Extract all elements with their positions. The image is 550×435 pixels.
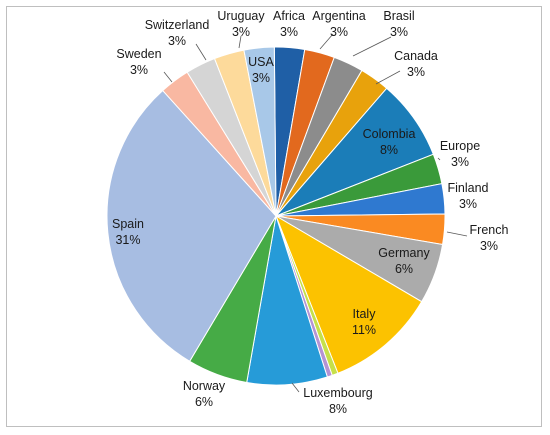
- leader-line-switzerland: [195, 43, 207, 61]
- slice-name-colombia: Colombia: [363, 127, 416, 141]
- leader-line-sweden: [163, 71, 173, 83]
- slice-name-africa: Africa: [273, 9, 305, 23]
- slice-name-germany: Germany: [378, 246, 430, 260]
- slice-labels: Africa 3% Argentina 3% Brasil 3% Canada 3% Colom…: [112, 9, 508, 416]
- slice-name-europe: Europe: [440, 139, 480, 153]
- slice-percent-finland: 3%: [459, 197, 477, 211]
- slice-name-switzerland: Switzerland: [145, 18, 210, 32]
- slice-name-luxembourg: Luxembourg: [303, 386, 373, 400]
- slice-percent-luxembourg: 8%: [329, 402, 347, 416]
- slice-name-argentina: Argentina: [312, 9, 366, 23]
- slice-percent-germany: 6%: [395, 262, 413, 276]
- slice-name-brasil: Brasil: [383, 9, 414, 23]
- slice-percent-usa: 3%: [252, 71, 270, 85]
- slice-percent-africa: 3%: [280, 25, 298, 39]
- slice-name-sweden: Sweden: [116, 47, 161, 61]
- pie-slice-spain: [106, 89, 277, 362]
- slice-percent-canada: 3%: [407, 65, 425, 79]
- slice-name-norway: Norway: [183, 379, 226, 393]
- pie-slices: [106, 46, 446, 386]
- pie-slice-usa: [243, 46, 277, 217]
- slice-percent-brasil: 3%: [390, 25, 408, 39]
- slice-name-french: French: [470, 223, 509, 237]
- leader-line-canada: [375, 70, 401, 85]
- label-leaders: [163, 33, 468, 393]
- pie-slice-italy: [275, 214, 423, 374]
- slice-name-finland: Finland: [448, 181, 489, 195]
- slice-percent-french: 3%: [480, 239, 498, 253]
- slice-percent-italy: 11%: [352, 323, 376, 337]
- slice-percent-norway: 6%: [195, 395, 213, 409]
- slice-name-uruguay: Uruguay: [217, 9, 265, 23]
- slice-name-italy: Italy: [353, 307, 377, 321]
- slice-percent-uruguay: 3%: [232, 25, 250, 39]
- slice-percent-switzerland: 3%: [168, 34, 186, 48]
- leader-line-brasil: [352, 36, 392, 57]
- leader-line-europe: [437, 157, 441, 161]
- slice-percent-europe: 3%: [451, 155, 469, 169]
- slice-name-usa: USA: [248, 55, 274, 69]
- leader-line-french: [446, 231, 468, 237]
- slice-percent-spain: 31%: [115, 233, 140, 247]
- leader-line-uruguay: [238, 35, 242, 49]
- leader-line-argentina: [319, 33, 334, 50]
- leader-line-luxembourg: [291, 382, 300, 393]
- slice-name-spain: Spain: [112, 217, 144, 231]
- slice-percent-sweden: 3%: [130, 63, 148, 77]
- slice-percent-colombia: 8%: [380, 143, 398, 157]
- slice-percent-argentina: 3%: [330, 25, 348, 39]
- slice-name-canada: Canada: [394, 49, 438, 63]
